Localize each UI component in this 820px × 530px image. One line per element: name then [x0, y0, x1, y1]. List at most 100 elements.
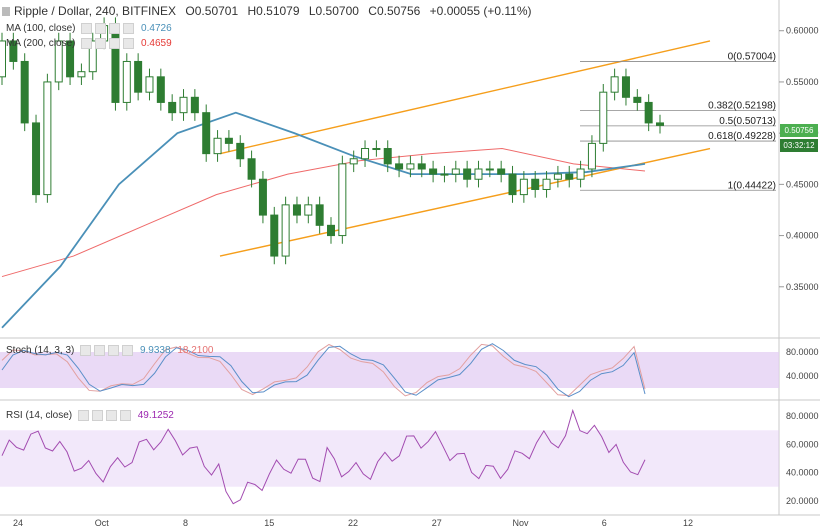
candle-body	[565, 173, 574, 180]
price-axis-label: 0.60000	[786, 26, 819, 36]
candle-body	[576, 168, 585, 180]
rsi-value: 49.1252	[137, 410, 174, 422]
candle-body	[429, 168, 438, 175]
candle-body	[644, 101, 653, 124]
rsi-axis-label: 60.0000	[786, 439, 819, 449]
chart-header: Ripple / Dollar, 240, BITFINEX O0.50701 …	[2, 4, 538, 18]
candle-body	[213, 137, 222, 155]
fib-level-label: 0.382(0.52198)	[708, 101, 776, 112]
channel-upper-line	[219, 40, 711, 155]
candle-body	[134, 60, 143, 93]
more-icon[interactable]	[123, 23, 135, 34]
candle-body	[417, 163, 426, 170]
drawings	[1, 40, 776, 505]
last-price-tag: 0.50756	[780, 124, 818, 137]
axis-labels: 0.600000.550000.500000.450000.400000.350…	[13, 26, 819, 528]
candle-body	[587, 142, 596, 170]
candle-body	[485, 168, 494, 171]
candle-body	[519, 178, 528, 196]
eye-icon[interactable]	[77, 410, 89, 421]
stoch-axis-label: 80.0000	[786, 347, 819, 357]
rsi-axis-label: 40.0000	[786, 468, 819, 478]
candle-body	[190, 96, 199, 114]
time-axis-label: 12	[683, 518, 693, 528]
eye-icon[interactable]	[81, 23, 93, 34]
more-icon[interactable]	[119, 410, 131, 421]
candle-body	[145, 76, 154, 93]
settings-icon[interactable]	[95, 23, 107, 34]
more-icon[interactable]	[122, 345, 134, 356]
candle-body	[315, 204, 324, 226]
ma200-line	[1, 148, 646, 278]
candle-body	[440, 173, 449, 176]
close-icon[interactable]	[105, 410, 117, 421]
ohlc-low: L0.50700	[308, 4, 359, 18]
eye-icon[interactable]	[80, 345, 92, 356]
candle-body	[406, 163, 415, 170]
legend-stoch[interactable]: Stoch (14, 3, 3) 9.9338 18.2100	[6, 345, 213, 356]
settings-icon[interactable]	[91, 410, 103, 421]
time-axis-label: Nov	[512, 518, 529, 528]
candle-body	[122, 60, 131, 103]
candle-body	[77, 71, 86, 78]
candle-body	[553, 173, 562, 180]
candle-body	[395, 163, 404, 170]
candle-body	[383, 148, 392, 165]
ma200-label: MA (200, close)	[6, 38, 76, 50]
chart-title: Ripple / Dollar, 240, BITFINEX	[14, 4, 177, 18]
candle-body	[656, 122, 664, 126]
candle-body	[179, 96, 188, 114]
candle-body	[247, 158, 256, 180]
candle-body	[156, 76, 165, 103]
time-axis-label: 24	[13, 518, 23, 528]
time-axis-label: 22	[348, 518, 358, 528]
time-axis-label: 6	[602, 518, 607, 528]
candle-body	[168, 101, 177, 114]
candle-body	[633, 96, 642, 103]
candle-body	[361, 148, 370, 160]
candle-body	[20, 60, 29, 124]
candle-body	[258, 178, 267, 216]
candle-body	[372, 148, 381, 151]
candle-body	[327, 224, 335, 237]
candle-body	[0, 40, 6, 78]
candle-body	[531, 178, 540, 190]
time-axis-label: Oct	[95, 518, 110, 528]
close-icon[interactable]	[109, 23, 121, 34]
ma200-value: 0.4659	[141, 38, 172, 50]
stoch-k-line	[1, 343, 646, 398]
candle-body	[610, 76, 619, 93]
stoch-d-line	[1, 343, 646, 397]
candle-body	[349, 158, 358, 165]
settings-icon[interactable]	[94, 345, 106, 356]
stoch-d-value: 18.2100	[177, 345, 214, 357]
rsi-line	[1, 408, 646, 505]
candle-body	[292, 204, 301, 216]
settings-icon[interactable]	[95, 38, 107, 49]
time-axis-label: 15	[264, 518, 274, 528]
legend-ma200[interactable]: MA (200, close) 0.4659	[6, 38, 172, 49]
candle-body	[463, 168, 472, 180]
stoch-k-value: 9.9338	[139, 345, 171, 357]
ma100-value: 0.4726	[141, 23, 172, 35]
candle-body	[599, 91, 608, 144]
close-icon[interactable]	[109, 38, 121, 49]
candle-body	[32, 122, 41, 196]
candles	[0, 17, 664, 265]
legend-rsi[interactable]: RSI (14, close) 49.1252	[6, 410, 174, 421]
candle-body	[542, 178, 551, 190]
fib-level-label: 0.5(0.50713)	[719, 116, 776, 127]
legend-ma100[interactable]: MA (100, close) 0.4726	[6, 23, 172, 34]
rsi-axis-label: 20.0000	[786, 496, 819, 506]
more-icon[interactable]	[123, 38, 135, 49]
countdown-tag: 03:32:12	[780, 139, 818, 152]
fib-level-label: 1(0.44422)	[728, 180, 776, 191]
candle-body	[54, 40, 63, 83]
candle-body	[497, 168, 506, 175]
stoch-axis-label: 40.0000	[786, 371, 819, 381]
eye-icon[interactable]	[81, 38, 93, 49]
close-icon[interactable]	[108, 345, 120, 356]
stoch-label: Stoch (14, 3, 3)	[6, 345, 75, 357]
candle-body	[66, 40, 75, 78]
